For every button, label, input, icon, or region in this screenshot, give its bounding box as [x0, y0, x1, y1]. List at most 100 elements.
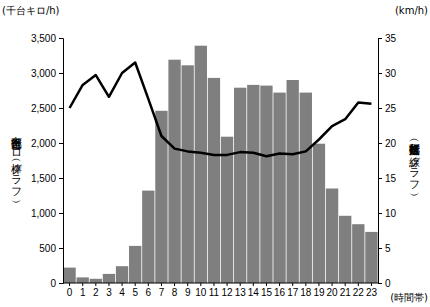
tick: 1,500 [31, 173, 63, 184]
tick-mark [378, 283, 382, 284]
tick: 16 [274, 283, 286, 298]
tick: 9 [185, 283, 191, 298]
y2-axis: 05101520253035 [378, 33, 397, 289]
tick: 22 [353, 283, 365, 298]
bar [247, 85, 259, 283]
tick: 0 [378, 278, 391, 289]
tick-label: 0 [385, 278, 391, 289]
bar [142, 191, 154, 283]
y-unit: (千台キロ/h) [2, 5, 60, 16]
tick: 0 [50, 278, 63, 289]
plot: 0123456789101112131415161718192021222305… [31, 33, 397, 298]
tick-label: 4 [119, 287, 125, 298]
x-axis: 01234567891011121314151617181920212223 [63, 283, 378, 298]
tick-mark [108, 283, 109, 286]
tick: 4 [119, 283, 125, 298]
x-label: (時間帯) [390, 292, 428, 303]
tick-mark [82, 283, 83, 286]
tick-label: 9 [185, 287, 191, 298]
bar [90, 279, 102, 283]
tick: 21 [340, 283, 352, 298]
bar [234, 88, 246, 283]
bar [326, 189, 338, 284]
tick-label: 13 [235, 287, 247, 298]
bar [182, 65, 194, 283]
tick: 2,500 [31, 103, 63, 114]
bar [77, 277, 89, 283]
tick: 20 [378, 138, 397, 149]
tick-label: 5 [132, 287, 138, 298]
tick-mark [59, 38, 63, 39]
bar [129, 246, 141, 283]
tick-mark [266, 283, 267, 286]
tick: 25 [378, 103, 397, 114]
bar [168, 60, 180, 283]
tick: 500 [39, 243, 63, 254]
tick: 3,500 [31, 33, 63, 44]
tick-label: 8 [172, 287, 178, 298]
tick-mark [305, 283, 306, 286]
tick: 3 [106, 283, 112, 298]
tick-label: 1,500 [31, 173, 56, 184]
tick-mark [378, 143, 382, 144]
tick-mark [200, 283, 201, 286]
axis-line [63, 283, 378, 284]
tick: 15 [378, 173, 397, 184]
tick: 5 [132, 283, 138, 298]
tick-label: 21 [340, 287, 352, 298]
tick: 1 [80, 283, 86, 298]
tick: 11 [209, 283, 220, 298]
bar [103, 274, 115, 283]
y2-label: 区部走行速度（折れ線グラフ） [408, 135, 422, 196]
tick-mark [174, 283, 175, 286]
tick: 18 [300, 283, 312, 298]
tick-mark [135, 283, 136, 286]
tick-mark [378, 108, 382, 109]
tick-label: 3 [106, 287, 112, 298]
tick: 10 [195, 283, 207, 298]
bar [208, 78, 220, 283]
tick-label: 25 [385, 103, 397, 114]
tick-label: 2,500 [31, 103, 56, 114]
tick-label: 5 [385, 243, 391, 254]
tick: 12 [222, 283, 234, 298]
tick-label: 16 [274, 287, 286, 298]
tick-mark [345, 283, 346, 286]
tick: 6 [146, 283, 152, 298]
tick: 1,000 [31, 208, 63, 219]
tick-mark [358, 283, 359, 286]
tick: 13 [235, 283, 247, 298]
tick-mark [318, 283, 319, 286]
bar [116, 266, 128, 283]
tick: 14 [248, 283, 260, 298]
tick-label: 500 [39, 243, 56, 254]
bar [287, 80, 299, 283]
tick: 5 [378, 243, 391, 254]
tick-label: 22 [353, 287, 365, 298]
tick-mark [213, 283, 214, 286]
tick-label: 0 [50, 278, 56, 289]
tick-mark [59, 108, 63, 109]
tick-mark [292, 283, 293, 286]
axis-line [59, 39, 64, 284]
bar [352, 224, 364, 283]
tick-mark [59, 73, 63, 74]
tick: 23 [366, 283, 378, 298]
tick-mark [59, 178, 63, 179]
tick-label: 11 [209, 287, 220, 298]
bar [63, 268, 75, 283]
tick-label: 23 [366, 287, 378, 298]
bar [273, 93, 285, 283]
tick-mark [253, 283, 254, 286]
tick-mark [227, 283, 228, 286]
tick-mark [148, 283, 149, 286]
tick: 2,000 [31, 138, 63, 149]
tick: 2 [93, 283, 99, 298]
tick-label: 15 [385, 173, 397, 184]
tick-label: 15 [261, 287, 273, 298]
marks [63, 46, 377, 283]
tick-mark [69, 283, 70, 286]
tick-mark [59, 283, 63, 284]
tick-label: 10 [385, 208, 397, 219]
tick-label: 6 [146, 287, 152, 298]
